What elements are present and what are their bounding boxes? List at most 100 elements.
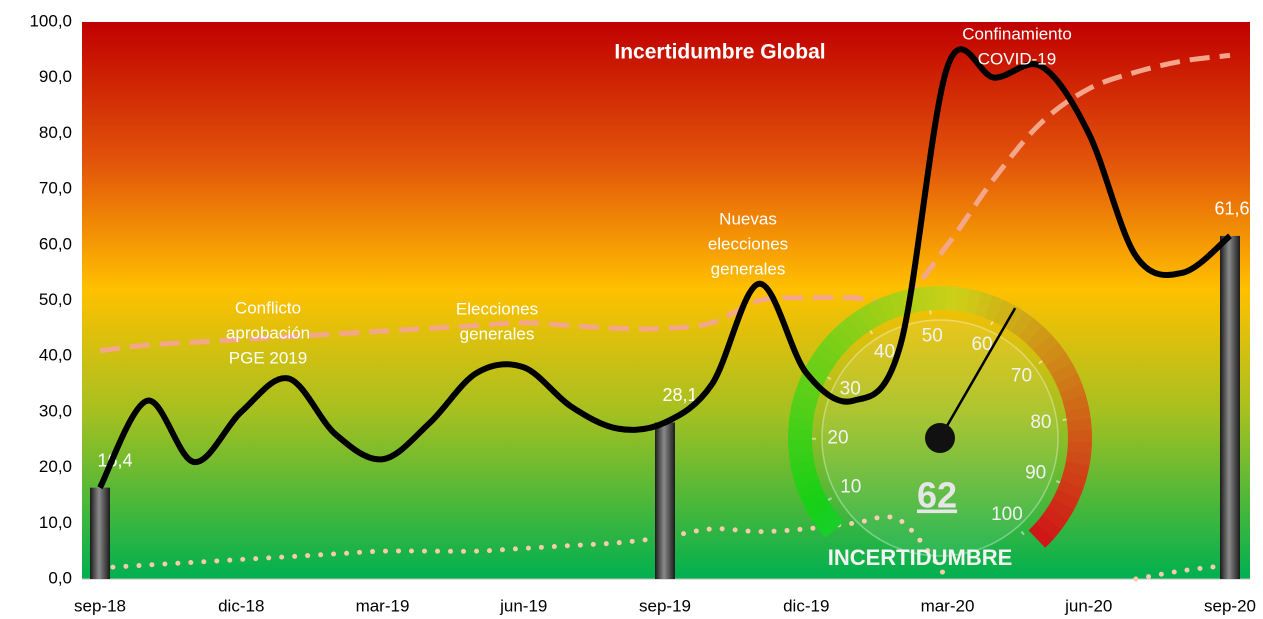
gauge-arc [1049,351,1056,360]
gauge-arc [811,493,816,503]
x-tick-label: mar-19 [356,596,410,615]
gauge-arc [803,397,806,408]
gauge-tick-label: 20 [827,428,848,449]
gauge-arc [831,341,839,350]
gauge-arc [821,512,827,521]
x-tick-label: jun-20 [1064,596,1112,615]
gauge-arc [1044,522,1051,531]
annotation: PGE 2019 [229,348,307,367]
y-tick-label: 60,0 [39,234,72,253]
gauge-arc [819,358,825,368]
gauge-tick-label: 40 [874,341,895,362]
annotation: generales [711,259,786,278]
gauge-arc [801,451,802,462]
gauge-tick [1063,419,1067,420]
gauge-arc [1056,360,1062,370]
gauge-tick-label: 90 [1025,462,1046,483]
annotation: COVID-19 [978,49,1056,68]
gauge-tick-label: 50 [922,325,943,346]
y-tick-label: 70,0 [39,179,72,198]
x-tick-label: sep-20 [1204,596,1256,615]
chart-title: Incertidumbre Global [614,41,825,64]
y-tick-label: 50,0 [39,290,72,309]
annotation: Confinamiento [962,24,1072,43]
gauge-arc [1071,388,1075,399]
x-tick-label: jun-19 [499,596,547,615]
chart: Incertidumbre Global 0,010,020,030,040,0… [0,0,1263,619]
gauge-tick-label: 10 [840,476,861,497]
annotation: Elecciones [456,299,538,318]
gauge-arc [999,311,1009,316]
gauge-arc [989,307,1000,311]
gauge-arc [801,407,803,418]
gauge-arc [1026,328,1035,335]
y-tick-label: 20,0 [39,457,72,476]
gauge-label: INCERTIDUMBRE [828,545,1013,570]
gauge-arc [802,461,804,472]
gauge-arc [873,310,883,315]
gauge-arc [883,306,894,310]
gauge-arc [1078,453,1080,464]
gauge-arc [864,315,874,321]
gauge-arc [1077,409,1079,420]
gauge-arc [804,472,807,483]
gauge-arc [1079,442,1080,453]
gauge-arc [968,301,979,304]
annotation: elecciones [708,234,788,253]
gauge-arc [806,387,810,398]
y-tick-label: 90,0 [39,67,72,86]
gauge-arc [1067,378,1071,389]
gauge-arc [800,418,801,429]
gauge-arc [839,334,847,342]
gauge-arc [1062,369,1067,379]
bar [90,488,110,579]
gauge-arc [827,521,834,530]
x-tick-label: dic-19 [783,596,829,615]
gauge-arc [814,367,819,377]
bar [1220,236,1240,579]
gauge-tick-label: 30 [840,379,861,400]
y-tick-label: 30,0 [39,401,72,420]
gauge-hub [925,423,955,453]
gauge-arc [1079,420,1080,431]
x-tick-label: sep-19 [639,596,691,615]
gauge-arc [825,349,832,358]
gauge-arc [1042,343,1049,352]
annotation: Conflicto [235,298,301,317]
gauge-arc [816,502,822,512]
gauge-tick-label: 80 [1030,412,1051,433]
gauge-arc [1035,335,1043,343]
y-tick-label: 10,0 [39,513,72,532]
value-label: 28,1 [662,385,697,405]
gauge-arc [1075,463,1078,474]
gauge-arc [1063,494,1068,504]
x-tick-label: sep-18 [74,596,126,615]
annotation: Nuevas [719,209,777,228]
gauge-arc [1018,321,1027,328]
y-tick-label: 80,0 [39,123,72,142]
gauge-arc [1068,484,1072,495]
gauge-arc [846,327,855,334]
value-label: 61,6 [1214,199,1249,219]
gauge-tick-label: 100 [991,504,1023,525]
gauge-arc [957,299,968,301]
gauge-tick-label: 70 [1011,366,1032,387]
gauge-arc [1074,399,1077,410]
y-tick-label: 40,0 [39,346,72,365]
gauge-arc [893,303,904,306]
gauge-tick [1056,481,1060,482]
gauge-arc [924,298,935,299]
gauge-arc [1072,474,1075,485]
annotation: generales [460,324,535,343]
annotation: aprobación [226,323,310,342]
gauge-arc [807,482,811,493]
gauge-arc [800,440,801,451]
gauge-arc [1037,531,1045,539]
gauge-arc [914,299,925,301]
gauge-arc [1051,514,1058,523]
bar [655,422,675,579]
y-tick-label: 100,0 [29,11,72,30]
x-tick-label: dic-18 [218,596,264,615]
gauge-arc [978,303,989,307]
x-tick-label: mar-20 [921,596,975,615]
